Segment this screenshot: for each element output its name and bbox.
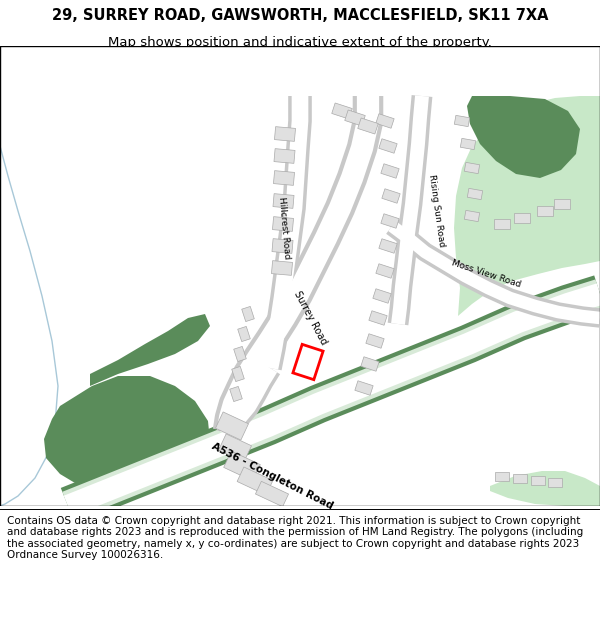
Polygon shape bbox=[458, 164, 568, 272]
Bar bbox=[379, 139, 397, 153]
Bar bbox=[345, 110, 365, 126]
Bar bbox=[495, 471, 509, 481]
Bar bbox=[274, 171, 295, 186]
Polygon shape bbox=[90, 314, 210, 386]
Bar bbox=[234, 346, 246, 362]
Polygon shape bbox=[467, 96, 580, 178]
Bar bbox=[537, 206, 553, 216]
Bar bbox=[467, 188, 482, 199]
Bar bbox=[554, 199, 570, 209]
Bar bbox=[256, 481, 289, 507]
Bar bbox=[358, 118, 378, 134]
Bar bbox=[274, 127, 296, 141]
Bar bbox=[464, 162, 479, 174]
Bar bbox=[242, 306, 254, 322]
Bar bbox=[271, 261, 293, 276]
Bar bbox=[381, 214, 399, 228]
Bar bbox=[272, 217, 293, 231]
Bar bbox=[215, 412, 248, 440]
Bar bbox=[373, 289, 391, 303]
Text: Rising Sun Road: Rising Sun Road bbox=[427, 174, 446, 248]
Bar bbox=[494, 219, 510, 229]
Bar bbox=[238, 326, 250, 342]
Bar bbox=[382, 189, 400, 203]
Polygon shape bbox=[454, 96, 600, 316]
Text: A536 - Congleton Road: A536 - Congleton Road bbox=[210, 441, 335, 511]
Bar bbox=[381, 164, 399, 178]
Bar bbox=[531, 476, 545, 484]
Bar bbox=[460, 138, 476, 149]
Bar bbox=[513, 474, 527, 482]
Bar bbox=[293, 344, 323, 379]
Bar bbox=[237, 467, 273, 495]
Bar bbox=[548, 478, 562, 486]
Bar bbox=[332, 103, 352, 119]
Bar bbox=[369, 311, 387, 325]
Polygon shape bbox=[490, 471, 600, 506]
Bar bbox=[454, 116, 470, 127]
Bar bbox=[379, 239, 397, 253]
Text: Hillcrest Road: Hillcrest Road bbox=[277, 196, 291, 259]
Bar bbox=[230, 386, 242, 402]
Bar bbox=[272, 239, 293, 253]
Bar bbox=[232, 366, 244, 382]
Bar bbox=[274, 149, 295, 163]
Bar bbox=[273, 194, 294, 208]
Bar bbox=[514, 213, 530, 223]
Bar bbox=[376, 114, 394, 128]
Bar bbox=[355, 381, 373, 395]
Bar bbox=[464, 211, 479, 222]
Text: 29, SURREY ROAD, GAWSWORTH, MACCLESFIELD, SK11 7XA: 29, SURREY ROAD, GAWSWORTH, MACCLESFIELD… bbox=[52, 8, 548, 23]
Text: Contains OS data © Crown copyright and database right 2021. This information is : Contains OS data © Crown copyright and d… bbox=[7, 516, 583, 561]
Polygon shape bbox=[44, 376, 210, 494]
Text: Surrey Road: Surrey Road bbox=[292, 289, 329, 346]
Bar bbox=[224, 451, 260, 481]
Text: Map shows position and indicative extent of the property.: Map shows position and indicative extent… bbox=[108, 36, 492, 49]
Bar bbox=[366, 334, 384, 348]
Bar bbox=[361, 357, 379, 371]
Bar bbox=[376, 264, 394, 278]
Text: Moss View Road: Moss View Road bbox=[450, 259, 521, 289]
Bar bbox=[218, 434, 251, 462]
